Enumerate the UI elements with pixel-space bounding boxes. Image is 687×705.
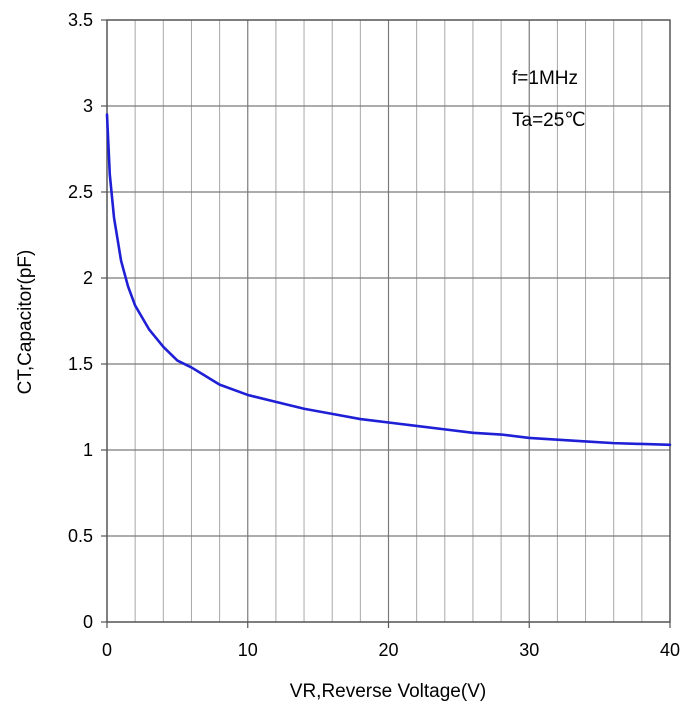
annotation-frequency: f=1MHz	[512, 68, 578, 89]
y-tick-label: 0	[83, 612, 93, 632]
x-axis-label: VR,Reverse Voltage(V)	[290, 681, 486, 702]
y-tick-label: 1	[83, 440, 93, 460]
x-tick-label: 30	[519, 640, 539, 660]
y-tick-label: 2	[83, 268, 93, 288]
x-tick-label: 40	[660, 640, 680, 660]
y-tick-label: 3.5	[68, 10, 93, 30]
y-tick-label: 0.5	[68, 526, 93, 546]
series-layer	[105, 113, 672, 447]
annotation-temperature: Ta=25℃	[512, 110, 586, 131]
y-tick-label: 1.5	[68, 354, 93, 374]
x-tick-label: 20	[378, 640, 398, 660]
x-tick-label: 10	[238, 640, 258, 660]
x-tick-label: 0	[102, 640, 112, 660]
y-tick-label: 3	[83, 96, 93, 116]
series-line-0	[105, 113, 672, 447]
axes	[101, 19, 671, 628]
labels: 0 10 20 30 40 0 0.5 1 1.5 2 2.5 3 3.5	[68, 10, 680, 660]
y-tick-label: 2.5	[68, 182, 93, 202]
y-axis-label: CT,Capacitor(pF)	[15, 250, 36, 395]
